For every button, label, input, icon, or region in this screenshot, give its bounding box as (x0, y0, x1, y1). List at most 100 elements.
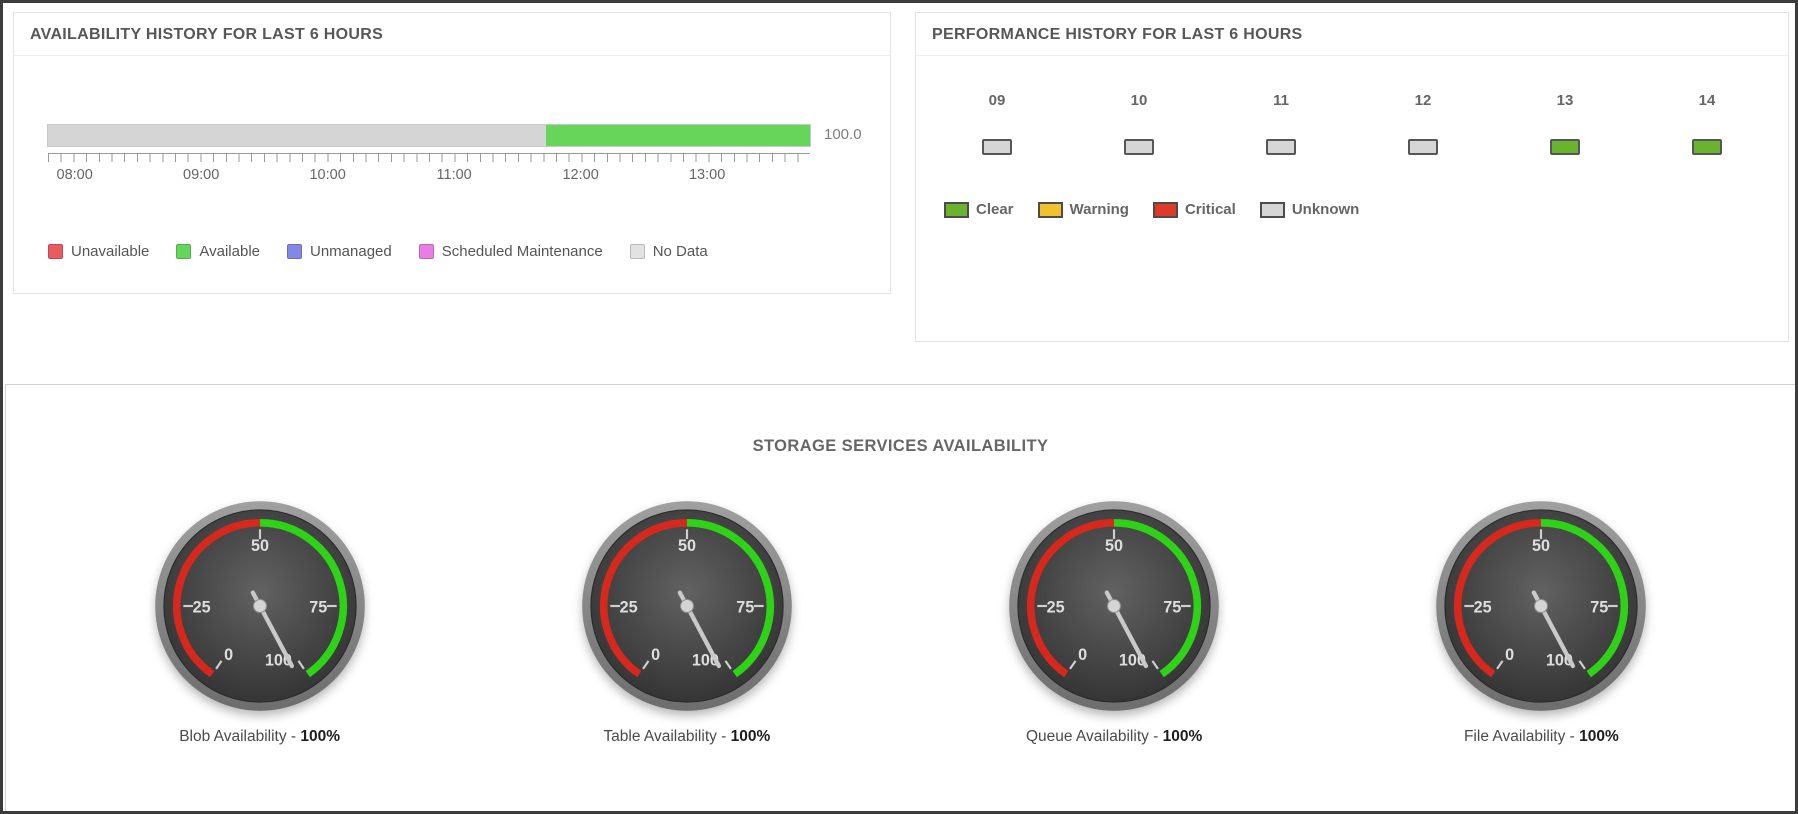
gauge-dial-icon: 0 25 50 75 100 (1436, 501, 1647, 711)
gauge-scale-50: 50 (678, 537, 696, 555)
gauge-hub-icon (1534, 598, 1549, 614)
gauge-scale-0: 0 (1506, 646, 1515, 664)
blob-availability-gauge[interactable]: 0 25 50 75 100 Blob Availability - 100% (46, 498, 473, 746)
hour-label: 14 (1698, 92, 1716, 109)
hour-column-14: 14 (1692, 92, 1722, 155)
time-axis: 08:00 09:00 10:00 11:00 12:00 13:00 (48, 153, 810, 189)
legend-item-critical: Critical (1152, 201, 1236, 218)
gauge-separator: - (716, 728, 731, 745)
gauge-separator: - (1565, 728, 1580, 745)
availability-legend: Unavailable Available Unmanaged Schedule… (48, 243, 708, 260)
hour-status-cell[interactable] (1692, 139, 1722, 155)
gauge-scale-75: 75 (309, 598, 327, 616)
gauge-name: Queue Availability (1025, 728, 1149, 745)
critical-swatch-icon (1152, 201, 1178, 218)
availability-history-panel: AVAILABILITY HISTORY FOR LAST 6 HOURS 10… (13, 12, 891, 294)
legend-label: No Data (652, 243, 708, 260)
gauge-name: Blob Availability (179, 728, 287, 745)
hour-column-11: 11 (1266, 92, 1296, 155)
storage-services-panel: STORAGE SERVICES AVAILABILITY 0 25 50 (5, 384, 1795, 811)
available-swatch-icon (176, 244, 192, 259)
gauge-hub-icon (679, 598, 694, 614)
unmanaged-swatch-icon (287, 244, 302, 259)
hour-label: 11 (1273, 92, 1289, 109)
gauge-value: 100% (730, 728, 771, 745)
hour-status-cell[interactable] (982, 139, 1012, 155)
clear-swatch-icon (944, 201, 969, 218)
gauge-caption: Table Availability - 100% (603, 728, 770, 746)
time-tick-label: 08:00 (56, 167, 93, 183)
time-tick-label: 12:00 (562, 167, 599, 183)
legend-item-nodata: No Data (629, 243, 708, 260)
legend-label: Available (199, 243, 260, 260)
hour-column-09: 09 (982, 92, 1012, 155)
legend-item-scheduled-maintenance: Scheduled Maintenance (418, 243, 603, 260)
gauge-high-arc (1114, 519, 1202, 678)
availability-panel-title: AVAILABILITY HISTORY FOR LAST 6 HOURS (14, 13, 890, 56)
legend-label: Clear (976, 201, 1014, 218)
gauge-caption: Queue Availability - 100% (1026, 728, 1202, 746)
scheduled-maintenance-swatch-icon (418, 244, 434, 259)
gauge-low-arc (599, 519, 687, 678)
hour-status-cell[interactable] (1408, 139, 1438, 155)
gauge-scale-75: 75 (736, 598, 754, 616)
hour-status-cell[interactable] (1550, 139, 1580, 155)
gauge-dial-icon: 0 25 50 75 100 (1009, 501, 1219, 711)
gauge-scale-25: 25 (192, 598, 210, 616)
nodata-swatch-icon (629, 244, 645, 259)
legend-item-warning: Warning (1037, 201, 1129, 218)
time-tick-label: 13:00 (688, 167, 726, 183)
gauge-hub-icon (1107, 598, 1122, 614)
hour-label: 10 (1130, 92, 1148, 109)
unavailable-swatch-icon (48, 244, 63, 259)
gauge-low-arc (1454, 519, 1542, 678)
hour-label: 12 (1414, 92, 1432, 109)
gauge-scale-25: 25 (620, 598, 638, 616)
availability-segment-available (545, 125, 810, 146)
gauge-caption: File Availability - 100% (1464, 728, 1619, 746)
gauge-dial-icon: 0 25 50 75 100 (154, 501, 365, 711)
legend-label: Unavailable (71, 243, 150, 260)
gauge-scale-0: 0 (651, 646, 660, 664)
availability-timeline-bar (47, 124, 811, 147)
hour-status-cell[interactable] (1266, 139, 1296, 155)
gauge-name: Table Availability (603, 728, 717, 745)
hour-status-cell[interactable] (1124, 139, 1154, 155)
performance-legend: Clear Warning Critical Unknown (944, 201, 1788, 218)
availability-segment-nodata (48, 125, 546, 146)
performance-hours-row: 09 10 11 12 13 14 (916, 92, 1788, 155)
gauge-scale-75: 75 (1163, 598, 1181, 616)
gauge-high-arc (1541, 519, 1629, 678)
gauge-high-arc (686, 519, 774, 678)
legend-item-available: Available (176, 243, 260, 260)
legend-item-unknown: Unknown (1259, 201, 1359, 218)
legend-label: Critical (1184, 201, 1236, 218)
gauge-scale-50: 50 (251, 537, 269, 555)
legend-item-unavailable: Unavailable (48, 243, 149, 260)
time-axis-ticks (48, 153, 810, 162)
time-tick-label: 09:00 (183, 167, 220, 183)
gauge-scale-25: 25 (1474, 598, 1492, 616)
warning-swatch-icon (1037, 201, 1063, 218)
gauge-separator: - (286, 728, 301, 745)
hour-label: 09 (988, 92, 1006, 109)
gauge-dial-icon: 0 25 50 75 100 (582, 501, 792, 711)
unknown-swatch-icon (1259, 201, 1285, 218)
time-tick-label: 10:00 (309, 167, 346, 183)
hour-column-13: 13 (1550, 92, 1580, 155)
legend-item-unmanaged: Unmanaged (287, 243, 392, 260)
gauge-hub-icon (252, 598, 267, 614)
table-availability-gauge[interactable]: 0 25 50 75 100 Table Availability - 100% (473, 498, 900, 746)
time-axis-labels: 08:00 09:00 10:00 11:00 12:00 13:00 (48, 167, 810, 189)
time-tick-label: 11:00 (436, 167, 472, 183)
storage-panel-title: STORAGE SERVICES AVAILABILITY (752, 437, 1049, 455)
file-availability-gauge[interactable]: 0 25 50 75 100 File Availability - 100% (1328, 498, 1755, 746)
gauge-value: 100% (1162, 728, 1203, 745)
queue-availability-gauge[interactable]: 0 25 50 75 100 Queue Availability - 100% (901, 498, 1328, 746)
gauge-name: File Availability (1463, 728, 1566, 745)
hour-column-12: 12 (1408, 92, 1438, 155)
hour-label: 13 (1556, 92, 1574, 109)
availability-bar-value: 100.0 (824, 126, 862, 143)
gauge-scale-0: 0 (1078, 646, 1087, 664)
